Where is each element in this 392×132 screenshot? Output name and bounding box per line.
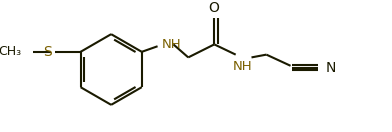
Text: S: S [43, 45, 51, 59]
Text: NH: NH [232, 60, 252, 73]
Text: O: O [208, 1, 219, 15]
Text: CH₃: CH₃ [0, 45, 21, 58]
Text: NH: NH [162, 38, 182, 51]
Text: N: N [326, 61, 336, 75]
